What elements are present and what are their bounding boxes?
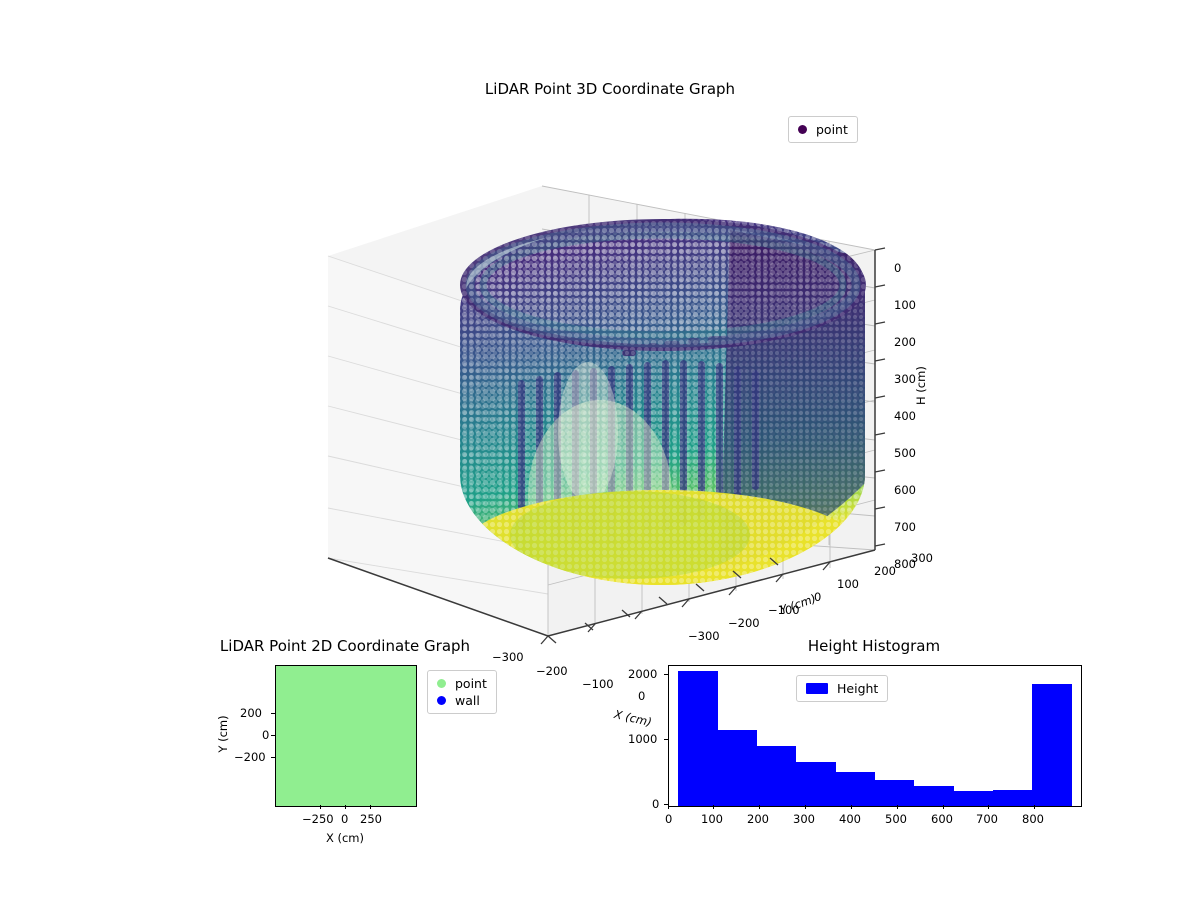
x-tick-label: −300 [492,650,524,664]
x-tick-label: 700 [976,812,998,826]
histogram-bar [914,786,954,806]
x-tick-mark [370,805,371,809]
x-tick-mark [668,805,669,809]
legend-label: point [816,122,848,137]
histogram-bar [875,779,915,806]
plot-2d-title: LiDAR Point 2D Coordinate Graph [219,637,471,655]
x-tick-mark [345,805,346,809]
x-tick-label: 0 [665,812,673,826]
histogram-bar [835,772,875,806]
point-marker-icon [437,679,446,688]
histogram-bar [993,790,1033,806]
x-tick-label: 600 [931,812,953,826]
x-tick-mark [897,805,898,809]
y-tick-label: −200 [728,616,760,630]
z-tick-label: 200 [894,335,916,349]
y-tick-label: 200 [874,564,896,578]
x-tick-mark [320,805,321,809]
z-tick-label: 700 [894,520,916,534]
wall-marker-icon [437,696,446,705]
z-tick-label: 400 [894,409,916,423]
plot-2d-legend[interactable]: point wall [427,670,497,714]
x-tick-label: 800 [1022,812,1044,826]
x-tick-mark [988,805,989,809]
x-tick-label: 300 [793,812,815,826]
x-tick-label: −250 [302,812,334,826]
x-tick-mark [943,805,944,809]
z-tick-label: 0 [894,261,902,275]
y-tick-label: 0 [814,590,822,604]
axes-spines [327,250,876,637]
point-marker-icon [798,125,807,134]
y-tick-mark [271,735,275,736]
x-tick-label: −100 [582,677,614,691]
histogram-title: Height Histogram [807,637,941,655]
y-tick-mark [271,713,275,714]
legend-label: Height [837,681,879,696]
legend-item-point[interactable]: point [798,121,848,138]
y-tick-label: −100 [768,603,800,617]
histogram-bar [953,791,994,806]
x-tick-label: 100 [701,812,723,826]
y-tick-label: 1000 [628,732,658,746]
legend-item-wall[interactable]: wall [437,692,487,709]
y-tick-label: 0 [652,797,660,811]
x-axis-ticks [540,561,831,645]
height-swatch-icon [806,683,828,694]
y-tick-label: −300 [688,629,720,643]
z-tick-label: 800 [894,557,916,571]
x-tick-label: 0 [638,689,646,703]
legend-label: wall [455,693,480,708]
histogram-bar [756,746,797,806]
x-tick-label: 200 [747,812,769,826]
y-tick-mark [664,674,668,675]
y-axis-ticks [547,557,779,644]
plot-3d-scene [327,185,886,645]
y-tick-label: 200 [240,706,262,720]
legend-label: point [455,676,487,691]
z-tick-label: 600 [894,483,916,497]
x-tick-mark [1034,805,1035,809]
x-tick-label: −200 [536,664,568,678]
x-tick-label: 250 [360,812,382,826]
x-axis-label: X (cm) [325,831,365,845]
x-tick-label: 0 [341,812,349,826]
legend-item-point[interactable]: point [437,675,487,692]
y-tick-label: 2000 [628,667,658,681]
point-cloud [460,218,866,586]
z-axis-ticks [874,247,886,547]
y-tick-label: 300 [911,551,933,565]
histogram-bar [717,730,757,806]
y-tick-label: 100 [837,577,859,591]
histogram-bar [1032,683,1072,806]
x-tick-label: 500 [885,812,907,826]
z-tick-label: 100 [894,298,916,312]
x-tick-mark [805,805,806,809]
z-tick-label: 500 [894,446,916,460]
z-axis-label: H (cm) [914,366,928,405]
x-tick-label: 400 [839,812,861,826]
legend-item-height[interactable]: Height [806,680,878,697]
y-tick-mark [664,739,668,740]
x-tick-mark [713,805,714,809]
y-tick-mark [664,804,668,805]
x-axis-label: X (cm) [612,707,654,730]
y-tick-label: 0 [262,728,270,742]
y-tick-label: −200 [234,750,266,764]
x-tick-mark [759,805,760,809]
y-axis-label: Y (cm) [216,715,230,753]
y-tick-mark [271,757,275,758]
plot-3d-title: LiDAR Point 3D Coordinate Graph [484,80,736,98]
plot-2d-panel: LiDAR Point 2D Coordinate Graph 200 0 −2… [216,637,497,845]
point-cloud-footprint [276,666,416,806]
z-tick-label: 300 [894,372,916,386]
plot-3d-legend[interactable]: point [788,116,858,143]
plot-3d-panel: LiDAR Point 3D Coordinate Graph [300,80,933,739]
plot-2d-axes[interactable] [275,665,417,807]
histogram-panel: Height Histogram 0 1000 2000 0 100 200 3… [628,637,1082,826]
histogram-bar [678,671,718,806]
histogram-legend[interactable]: Height [796,675,889,702]
x-tick-mark [851,805,852,809]
histogram-bar [796,761,836,806]
